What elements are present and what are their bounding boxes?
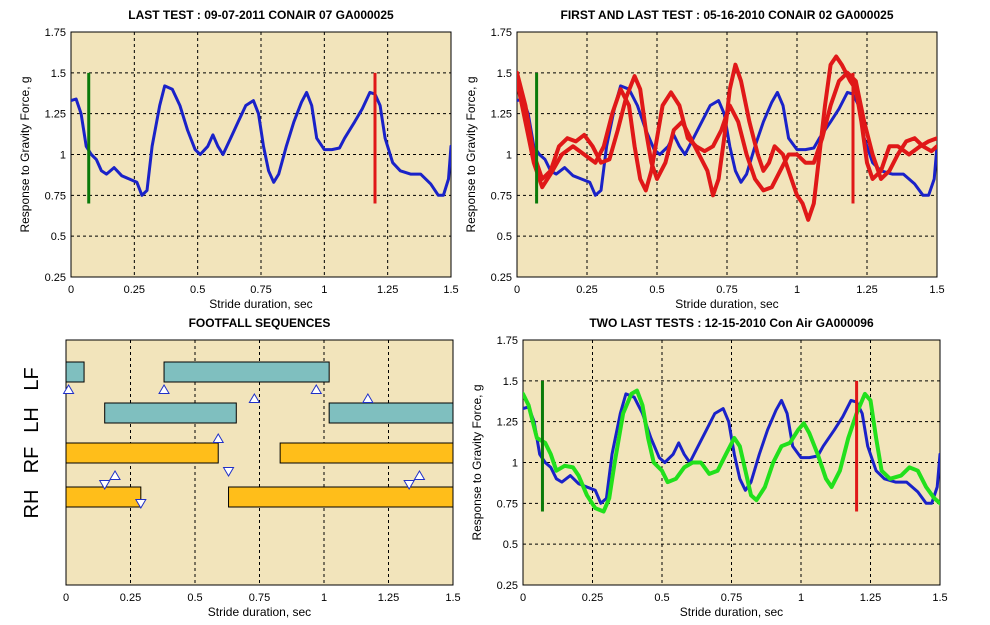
footfall-event-marker-10 <box>413 470 426 480</box>
p2-ytick-label: 1 <box>506 150 512 162</box>
p3-xlabel: Stride duration, sec <box>208 605 311 619</box>
p2-ylabel: Response to Gravity Force, g <box>464 76 478 232</box>
p1-ytick-label: 0.75 <box>45 190 66 202</box>
p4-xtick-label: 0.5 <box>654 592 669 604</box>
footfall-event-marker-11 <box>134 499 147 509</box>
p2-series-red-2 <box>517 70 937 193</box>
footfall-bar-lf-1 <box>163 361 330 383</box>
p4-series-green_line-1 <box>523 388 940 514</box>
footfall-bar-lf-0 <box>66 361 85 383</box>
p2-xtick-label: 0.5 <box>649 284 664 296</box>
footfall-event-marker-4 <box>361 393 374 403</box>
p1-xtick-label: 0.75 <box>250 284 271 296</box>
p1-xtick-label: 1 <box>321 284 327 296</box>
p3-plot-content <box>66 361 453 508</box>
p3-xtick-label: 0 <box>63 592 69 604</box>
p1-xtick-label: 1.25 <box>377 284 398 296</box>
p1-xtick-label: 1.5 <box>443 284 458 296</box>
p2-ytick-label: 1.75 <box>491 27 512 39</box>
p2-xtick-label: 0 <box>514 284 520 296</box>
footfall-bar-lh-0 <box>104 402 237 424</box>
p4-series-blue-0 <box>523 392 940 505</box>
p4-xtick-label: 0 <box>520 592 526 604</box>
p4-ytick-label: 0.25 <box>497 580 518 592</box>
footfall-event-marker-7 <box>98 480 111 490</box>
p3-xtick-label: 1.5 <box>445 592 460 604</box>
footfall-event-marker-9 <box>403 480 416 490</box>
footfall-event-marker-6 <box>222 467 235 477</box>
p4-xtick-label: 0.75 <box>721 592 742 604</box>
footfall-event-marker-1 <box>158 384 170 394</box>
p2-plot-content <box>517 54 937 222</box>
footfall-event-marker-3 <box>248 393 261 403</box>
p4-plot-content <box>523 380 940 514</box>
p4-xtick-label: 1.25 <box>860 592 881 604</box>
p2-xtick-label: 1.5 <box>929 284 944 296</box>
p1-ytick-label: 1.75 <box>45 27 66 39</box>
p1-xtick-label: 0.5 <box>190 284 205 296</box>
p1-ytick-label: 0.5 <box>51 231 66 243</box>
footfall-event-marker-0 <box>62 384 75 394</box>
footfall-event-marker-2 <box>310 384 323 394</box>
footfall-bar-rf-1 <box>279 442 453 464</box>
p1-plot-content <box>71 72 451 204</box>
p1-series-blue-0 <box>71 84 451 197</box>
footfall-bar-rf-0 <box>66 442 219 464</box>
p1-title: LAST TEST : 09-07-2011 CONAIR 07 GA00002… <box>128 8 394 22</box>
p1-ylabel: Response to Gravity Force, g <box>18 76 32 232</box>
p4-ytick-label: 1.5 <box>503 376 518 388</box>
p3-xtick-label: 0.25 <box>120 592 141 604</box>
p1-xlabel: Stride duration, sec <box>209 297 312 311</box>
p3-xtick-label: 1 <box>321 592 327 604</box>
footfall-bar-lh-1 <box>328 402 453 424</box>
footfall-row-label-rh: RH <box>21 490 43 519</box>
p1-ytick-label: 1.5 <box>51 68 66 80</box>
p4-ytick-label: 0.5 <box>503 539 518 551</box>
p3-xtick-label: 0.75 <box>249 592 270 604</box>
p2-ytick-label: 0.25 <box>491 272 512 284</box>
p3-title: FOOTFALL SEQUENCES <box>189 316 331 330</box>
p4-ylabel: Response to Gravity Force, g <box>470 384 484 540</box>
p1-xtick-label: 0.25 <box>124 284 145 296</box>
footfall-bar-rh-0 <box>66 486 142 508</box>
footfall-event-marker-8 <box>109 470 121 480</box>
p4-xtick-label: 1 <box>798 592 804 604</box>
p2-title: FIRST AND LAST TEST : 05-16-2010 CONAIR … <box>561 8 894 22</box>
p4-ytick-label: 0.75 <box>497 498 518 510</box>
p4-xtick-label: 1.5 <box>932 592 947 604</box>
p4-ytick-label: 1.75 <box>497 335 518 347</box>
p4-ytick-label: 1 <box>512 458 518 470</box>
p4-title: TWO LAST TESTS : 12-15-2010 Con Air GA00… <box>589 316 874 330</box>
p2-xtick-label: 0.75 <box>716 284 737 296</box>
footfall-bar-rh-1 <box>228 486 453 508</box>
p2-ytick-label: 0.75 <box>491 190 512 202</box>
p1-ytick-label: 1.25 <box>45 109 66 121</box>
p2-ytick-label: 1.25 <box>491 109 512 121</box>
p3-xtick-label: 0.5 <box>187 592 202 604</box>
p3-xtick-label: 1.25 <box>378 592 399 604</box>
footfall-row-label-lf: LF <box>21 367 43 390</box>
p4-ytick-label: 1.25 <box>497 417 518 429</box>
p2-xtick-label: 1 <box>794 284 800 296</box>
footfall-event-marker-5 <box>212 433 225 443</box>
p2-ytick-label: 1.5 <box>497 68 512 80</box>
p1-xtick-label: 0 <box>68 284 74 296</box>
p2-xtick-label: 1.25 <box>856 284 877 296</box>
footfall-row-label-lh: LH <box>21 407 43 433</box>
p1-ytick-label: 0.25 <box>45 272 66 284</box>
p4-xtick-label: 0.25 <box>582 592 603 604</box>
p1-ytick-label: 1 <box>60 150 66 162</box>
p2-xlabel: Stride duration, sec <box>675 297 778 311</box>
p4-xlabel: Stride duration, sec <box>680 605 783 619</box>
p2-ytick-label: 0.5 <box>497 231 512 243</box>
footfall-row-label-rf: RF <box>21 447 43 474</box>
p2-xtick-label: 0.25 <box>576 284 597 296</box>
